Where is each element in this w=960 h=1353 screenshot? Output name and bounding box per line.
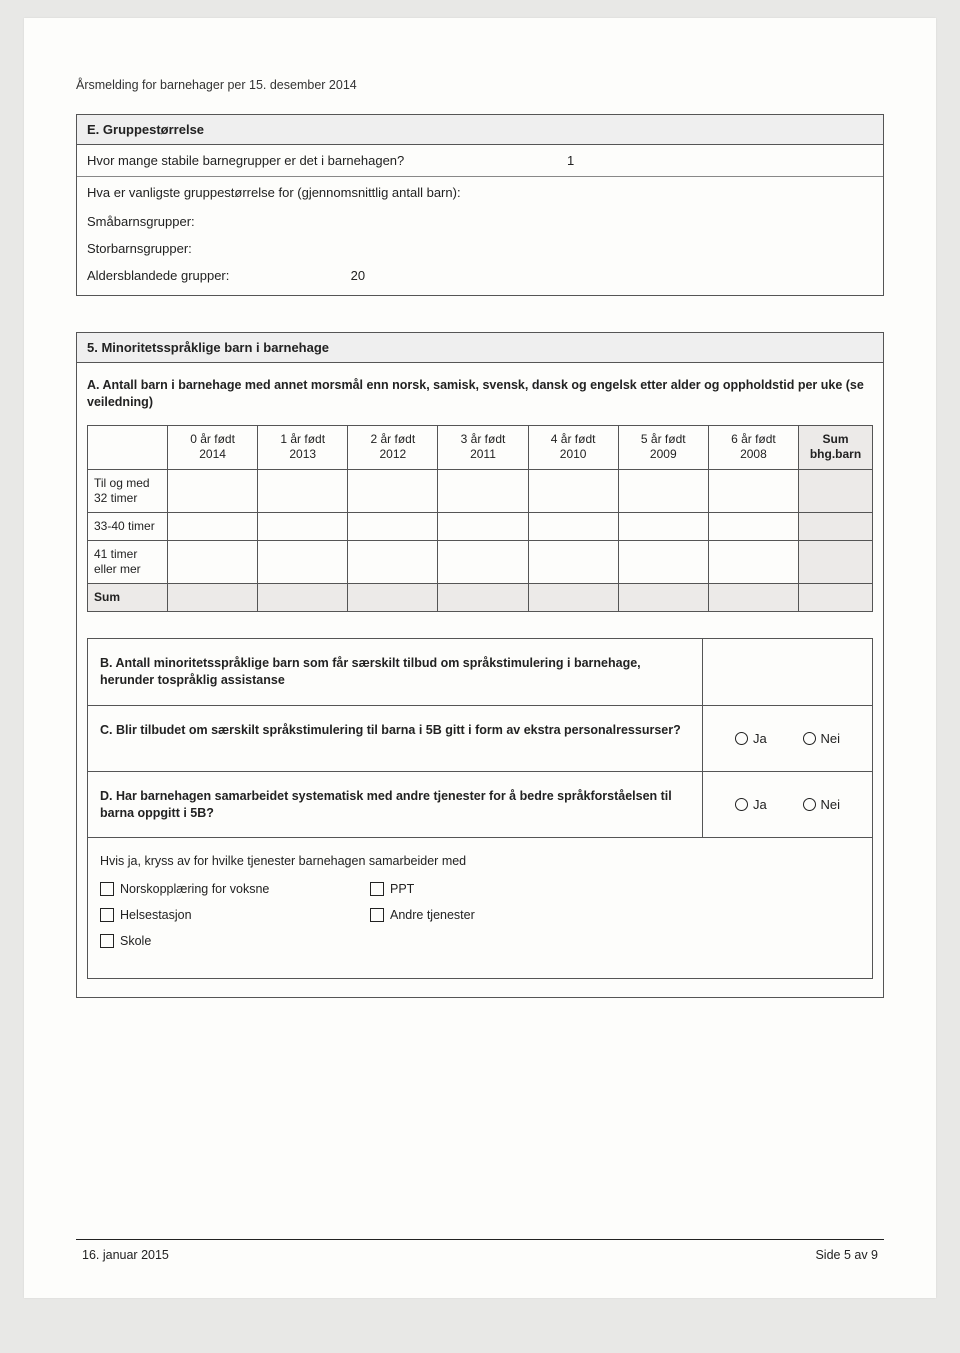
check-col-2: PPT Andre tjenester [370, 882, 640, 960]
col-0: 0 år født2014 [168, 425, 258, 469]
section-5-box: 5. Minoritetsspråklige barn i barnehage … [76, 332, 884, 998]
checkbox-icon [370, 882, 384, 896]
section-5-inner: A. Antall barn i barnehage med annet mor… [77, 363, 883, 997]
section-5c-row: C. Blir tilbudet om særskilt språkstimul… [88, 706, 872, 772]
col-5: 5 år født2009 [618, 425, 708, 469]
table-header-row: 0 år født2014 1 år født2013 2 år født201… [88, 425, 873, 469]
check-andre[interactable]: Andre tjenester [370, 908, 640, 922]
checkbox-icon [370, 908, 384, 922]
section-5-title: 5. Minoritetsspråklige barn i barnehage [77, 333, 883, 363]
document-header: Årsmelding for barnehager per 15. desemb… [76, 78, 884, 92]
section-5d-text: D. Har barnehagen samarbeidet systematis… [88, 772, 702, 838]
col-1: 1 år født2013 [258, 425, 348, 469]
section-5c-answers: Ja Nei [702, 706, 872, 771]
row-sum-label: Sum [88, 583, 168, 611]
section-5a-title: A. Antall barn i barnehage med annet mor… [87, 377, 873, 411]
radio-icon [803, 798, 816, 811]
table-corner-cell [88, 425, 168, 469]
section-e-row-1: Storbarnsgrupper: [77, 235, 883, 262]
col-2: 2 år født2012 [348, 425, 438, 469]
table-row: 41 timer eller mer [88, 540, 873, 583]
section-e-row-2: Aldersblandede grupper: 20 [77, 262, 883, 295]
radio-5d-ja[interactable]: Ja [735, 797, 767, 812]
footer-row: 16. januar 2015 Side 5 av 9 [76, 1248, 884, 1262]
col-sum: Sumbhg.barn [799, 425, 873, 469]
table-row: 33-40 timer [88, 512, 873, 540]
section-5d-checks: Hvis ja, kryss av for hvilke tjenester b… [88, 838, 872, 978]
checkbox-icon [100, 882, 114, 896]
section-e-box: E. Gruppestørrelse Hvor mange stabile ba… [76, 114, 884, 296]
section-e-q1: Hvor mange stabile barnegrupper er det i… [87, 153, 567, 168]
section-e-row-2-label: Aldersblandede grupper: [87, 268, 347, 283]
section-5-bcd: B. Antall minoritetsspråklige barn som f… [87, 638, 873, 980]
check-col-1: Norskopplæring for voksne Helsestasjon S… [100, 882, 370, 960]
row-1-label: 33-40 timer [88, 512, 168, 540]
check-columns: Norskopplæring for voksne Helsestasjon S… [100, 882, 860, 960]
row-0-label: Til og med 32 timer [88, 469, 168, 512]
section-e-q1-value: 1 [567, 153, 647, 168]
check-ppt[interactable]: PPT [370, 882, 640, 896]
col-3: 3 år født2011 [438, 425, 528, 469]
checks-title: Hvis ja, kryss av for hvilke tjenester b… [100, 854, 860, 868]
section-e-q2: Hva er vanligste gruppestørrelse for (gj… [77, 177, 883, 208]
page-footer: 16. januar 2015 Side 5 av 9 [76, 1239, 884, 1262]
footer-divider [76, 1239, 884, 1240]
radio-icon [735, 732, 748, 745]
section-5d-answers: Ja Nei [702, 772, 872, 838]
section-5b-text: B. Antall minoritetsspråklige barn som f… [88, 639, 702, 705]
checkbox-icon [100, 934, 114, 948]
row-2-label: 41 timer eller mer [88, 540, 168, 583]
check-norskopplaering[interactable]: Norskopplæring for voksne [100, 882, 370, 896]
section-e-row-0: Småbarnsgrupper: [77, 208, 883, 235]
radio-5c-nei[interactable]: Nei [803, 731, 841, 746]
section-5b-answer[interactable] [702, 639, 872, 705]
radio-5c-ja[interactable]: Ja [735, 731, 767, 746]
section-e-title: E. Gruppestørrelse [77, 115, 883, 145]
section-e-row-2-value: 20 [351, 268, 365, 283]
radio-icon [735, 798, 748, 811]
check-skole[interactable]: Skole [100, 934, 370, 948]
section-5c-text: C. Blir tilbudet om særskilt språkstimul… [88, 706, 702, 771]
check-helsestasjon[interactable]: Helsestasjon [100, 908, 370, 922]
radio-5d-nei[interactable]: Nei [803, 797, 841, 812]
table-row: Til og med 32 timer [88, 469, 873, 512]
section-e-row-1-label: Storbarnsgrupper: [87, 241, 347, 256]
footer-page: Side 5 av 9 [815, 1248, 878, 1262]
col-6: 6 år født2008 [708, 425, 798, 469]
section-5d-row: D. Har barnehagen samarbeidet systematis… [88, 772, 872, 839]
checkbox-icon [100, 908, 114, 922]
section-e-q1-row: Hvor mange stabile barnegrupper er det i… [77, 145, 883, 177]
section-5b-row: B. Antall minoritetsspråklige barn som f… [88, 639, 872, 706]
col-4: 4 år født2010 [528, 425, 618, 469]
table-sum-row: Sum [88, 583, 873, 611]
footer-date: 16. januar 2015 [82, 1248, 169, 1262]
section-e-row-0-label: Småbarnsgrupper: [87, 214, 347, 229]
page: Årsmelding for barnehager per 15. desemb… [24, 18, 936, 1298]
radio-icon [803, 732, 816, 745]
section-5a-table: 0 år født2014 1 år født2013 2 år født201… [87, 425, 873, 612]
